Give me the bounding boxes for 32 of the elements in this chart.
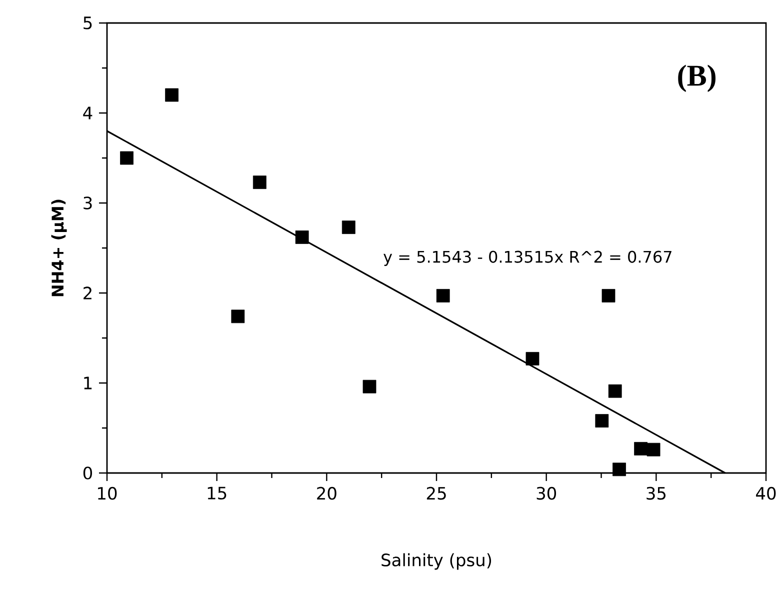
point — [595, 414, 609, 428]
point — [436, 289, 450, 302]
y-tick-label: 2 — [84, 286, 92, 300]
point — [252, 176, 266, 189]
x-tick-label: 15 — [208, 486, 226, 500]
x-tick-label: 10 — [98, 486, 117, 500]
point — [120, 151, 134, 165]
y-tick-label: 5 — [84, 16, 92, 30]
point — [342, 220, 356, 234]
point — [646, 442, 660, 456]
y-tick-label: 1 — [84, 376, 92, 390]
point — [165, 88, 179, 102]
y-tick-label: 3 — [84, 196, 92, 210]
point — [295, 230, 309, 244]
point — [231, 310, 245, 324]
x-tick-label: 30 — [536, 486, 556, 500]
point — [608, 384, 622, 398]
point — [612, 462, 626, 476]
x-tick-label: 35 — [646, 486, 666, 500]
point — [362, 380, 376, 394]
x-tick-label: 25 — [426, 486, 446, 500]
x-tick-label: 40 — [756, 486, 776, 500]
x-axis-title: Salinity (psu) — [382, 553, 492, 570]
annotation: y = 5.1543 - 0.13515x R^2 = 0.767 — [384, 250, 672, 266]
point — [634, 442, 648, 456]
annotation: (B) — [678, 64, 716, 92]
point — [602, 289, 616, 302]
x-tick-label: 20 — [317, 486, 336, 500]
y-tick-label: 4 — [83, 106, 92, 120]
y-tick-label: 0 — [83, 466, 92, 480]
point — [526, 352, 540, 366]
y-axis-title: NH4+ (µM) — [51, 200, 67, 296]
